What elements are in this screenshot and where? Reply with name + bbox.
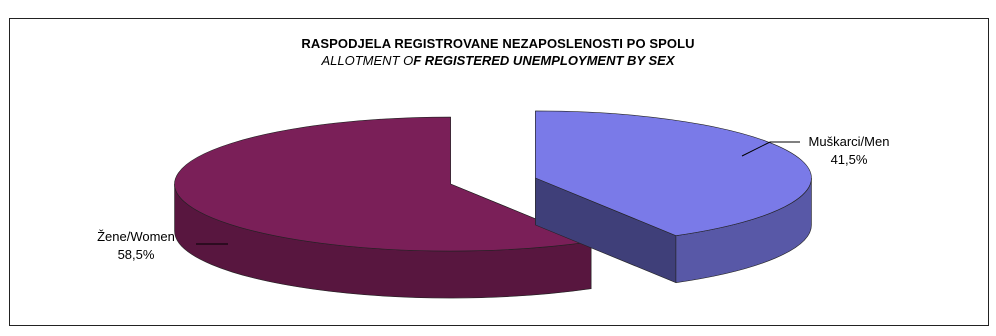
slice-label-value-women: 58,5% [118, 247, 155, 262]
slice-label-name-women: Žene/Women [97, 229, 175, 244]
slice-label-value-men: 41,5% [831, 152, 868, 167]
pie-slice-top-ene-women [174, 116, 593, 252]
pie-slice-mu-karci-men [535, 110, 812, 284]
chart-subtitle-emphasis: F REGISTERED UNEMPLOYMENT BY SEX [413, 53, 675, 68]
pie-slice-ene-women [174, 116, 593, 299]
chart-title: RASPODJELA REGISTROVANE NEZAPOSLENOSTI P… [301, 36, 695, 51]
pie-slice-top-mu-karci-men [535, 110, 812, 236]
slice-label-name-men: Muškarci/Men [809, 134, 890, 149]
slice-label-leader-men [741, 141, 771, 157]
chart-subtitle: ALLOTMENT OF REGISTERED UNEMPLOYMENT BY … [0, 53, 996, 68]
pie-slices [174, 110, 812, 299]
chart-subtitle-prefix: ALLOTMENT O [321, 53, 414, 68]
